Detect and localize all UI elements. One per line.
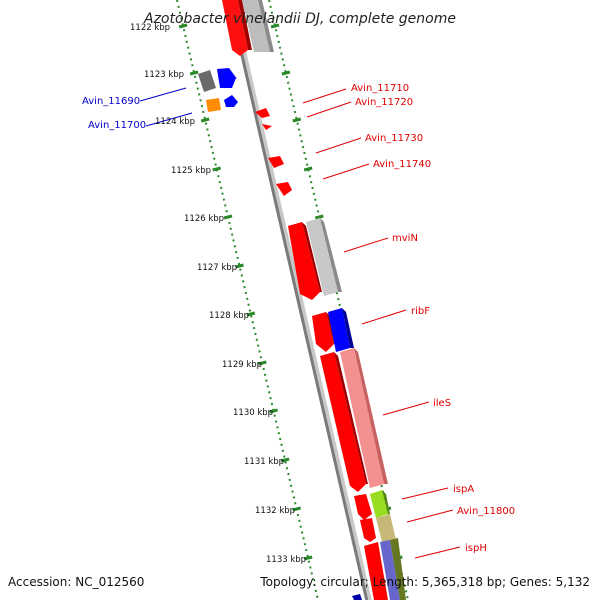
gene-avin-11680-shade: [238, 0, 252, 50]
gene-label-ispH[interactable]: ispH: [465, 543, 487, 554]
gene-label-avin-11730[interactable]: Avin_11730: [365, 133, 423, 144]
gene-label-connectors: [139, 87, 461, 559]
kbp-tick: [303, 166, 313, 172]
gene-ileS-shade: [334, 352, 368, 484]
connector-ispA: [401, 487, 449, 500]
connector-avin-11730: [315, 137, 362, 154]
kbp-tick: [292, 506, 301, 512]
kbp-tick: [212, 166, 222, 172]
gene-label-avin-11700[interactable]: Avin_11700: [88, 120, 146, 131]
gene-avin-11700[interactable]: [224, 95, 238, 107]
topology-text: Topology: circular; Length: 5,365,318 bp…: [259, 575, 590, 589]
scale-rails: [176, 0, 409, 600]
kbp-label: 1125 kbp: [171, 166, 211, 176]
kbp-label: 1131 kbp: [244, 457, 284, 467]
connector-ispH: [414, 546, 461, 559]
gene-avin-11690[interactable]: [217, 68, 236, 88]
gene-ispH[interactable]: [364, 542, 388, 600]
gene-label-ispA[interactable]: ispA: [453, 484, 474, 495]
gene-avin-11740[interactable]: [276, 182, 292, 196]
kbp-tick: [269, 408, 278, 414]
gene-label-avin-11800[interactable]: Avin_11800: [457, 506, 515, 517]
connector-avin-11700: [145, 112, 193, 127]
map-title: Azotobacter vinelandii DJ, complete geno…: [143, 11, 456, 27]
gene-avin-11800[interactable]: [360, 518, 376, 542]
kbp-tick: [292, 117, 302, 123]
gene-label-avin-11740[interactable]: Avin_11740: [373, 159, 431, 170]
connector-avin-11740: [322, 163, 370, 180]
gene-ispH-green[interactable]: [390, 538, 406, 600]
connector-ribF: [361, 309, 407, 325]
gene-ribF-blue[interactable]: [328, 308, 350, 352]
gene-ispH-blue[interactable]: [380, 540, 400, 600]
genome-backbone-shadow: [228, 0, 372, 600]
kbp-label: 1127 kbp: [197, 263, 237, 273]
gene-label-mviN[interactable]: mviN: [392, 233, 418, 244]
gene-ispA-green-shade: [382, 490, 390, 514]
gene-mviN[interactable]: [288, 222, 320, 300]
gene-avin-11700-orange[interactable]: [206, 98, 221, 112]
connector-avin-11720: [306, 101, 352, 118]
connector-avin-11690: [139, 87, 187, 102]
kbp-tick: [246, 311, 256, 317]
gene-label-avin-11710[interactable]: Avin_11710: [351, 83, 409, 94]
connector-avin-11800: [406, 509, 454, 523]
gene-mviN-grey: [306, 218, 338, 296]
kbp-label: 1133 kbp: [266, 555, 306, 565]
gene-avin-11720[interactable]: [262, 124, 272, 130]
gene-ileS-pink: [340, 348, 384, 488]
gene-avin-11680[interactable]: [222, 0, 248, 56]
gene-label-avin-11720[interactable]: Avin_11720: [355, 97, 413, 108]
gene-features: [198, 0, 406, 600]
gene-label-ileS[interactable]: ileS: [433, 398, 451, 409]
kbp-tick: [235, 263, 244, 269]
gene-ispA-green[interactable]: [370, 490, 388, 518]
kbp-tick: [314, 214, 324, 220]
gene-ribF-blue-shade: [342, 308, 354, 348]
kbp-label: 1123 kbp: [144, 70, 184, 80]
gene-ileS-pink-shade: [354, 348, 388, 484]
gene-bottom-blue: [352, 594, 362, 600]
kbp-tick: [189, 70, 199, 76]
gene-avin-11800-olive[interactable]: [376, 514, 396, 542]
accession-text: Accession: NC_012560: [8, 575, 144, 589]
gene-label-avin-11690[interactable]: Avin_11690: [82, 96, 140, 107]
kbp-tick: [223, 214, 233, 220]
kbp-labels: 1122 kbp 1123 kbp 1124 kbp 1125 kbp 1126…: [130, 23, 306, 565]
kbp-label: 1130 kbp: [233, 408, 273, 418]
gene-label-ribF[interactable]: ribF: [411, 306, 430, 317]
gene-partial-grey: [242, 0, 270, 52]
kbp-label: 1124 kbp: [155, 117, 195, 127]
kbp-label: 1126 kbp: [184, 214, 224, 224]
kbp-label: 1132 kbp: [255, 506, 295, 516]
kbp-tick: [200, 117, 210, 123]
scale-rail-inner: [176, 0, 319, 600]
gene-ispA[interactable]: [354, 494, 372, 520]
kbp-label: 1129 kbp: [222, 360, 262, 370]
kbp-tick: [178, 23, 188, 29]
gene-avin-11690-shade: [229, 68, 238, 80]
gene-avin-11690-grey[interactable]: [198, 70, 216, 92]
gene-avin-11730[interactable]: [268, 156, 284, 168]
gene-mviN-grey-shade: [320, 218, 342, 292]
kbp-tick: [303, 555, 313, 561]
kbp-tick: [280, 457, 290, 463]
kbp-tick: [257, 360, 267, 366]
kbp-tick: [281, 70, 291, 76]
kbp-label: 1128 kbp: [209, 311, 249, 321]
scale-rail-outer: [268, 0, 409, 600]
gene-avin-11710[interactable]: [255, 108, 270, 118]
connector-mviN: [343, 237, 389, 253]
gene-labels: Avin_11690 Avin_11700 Avin_11710 Avin_11…: [82, 83, 515, 554]
connector-ileS: [382, 401, 430, 416]
genome-backbone: [227, 0, 369, 600]
connector-avin-11710: [302, 88, 347, 104]
gene-mviN-shade: [302, 222, 322, 292]
gene-ileS[interactable]: [320, 352, 366, 492]
gene-partial-grey-shade: [258, 0, 274, 52]
kbp-tick: [270, 23, 280, 29]
kbp-label: 1122 kbp: [130, 23, 170, 33]
